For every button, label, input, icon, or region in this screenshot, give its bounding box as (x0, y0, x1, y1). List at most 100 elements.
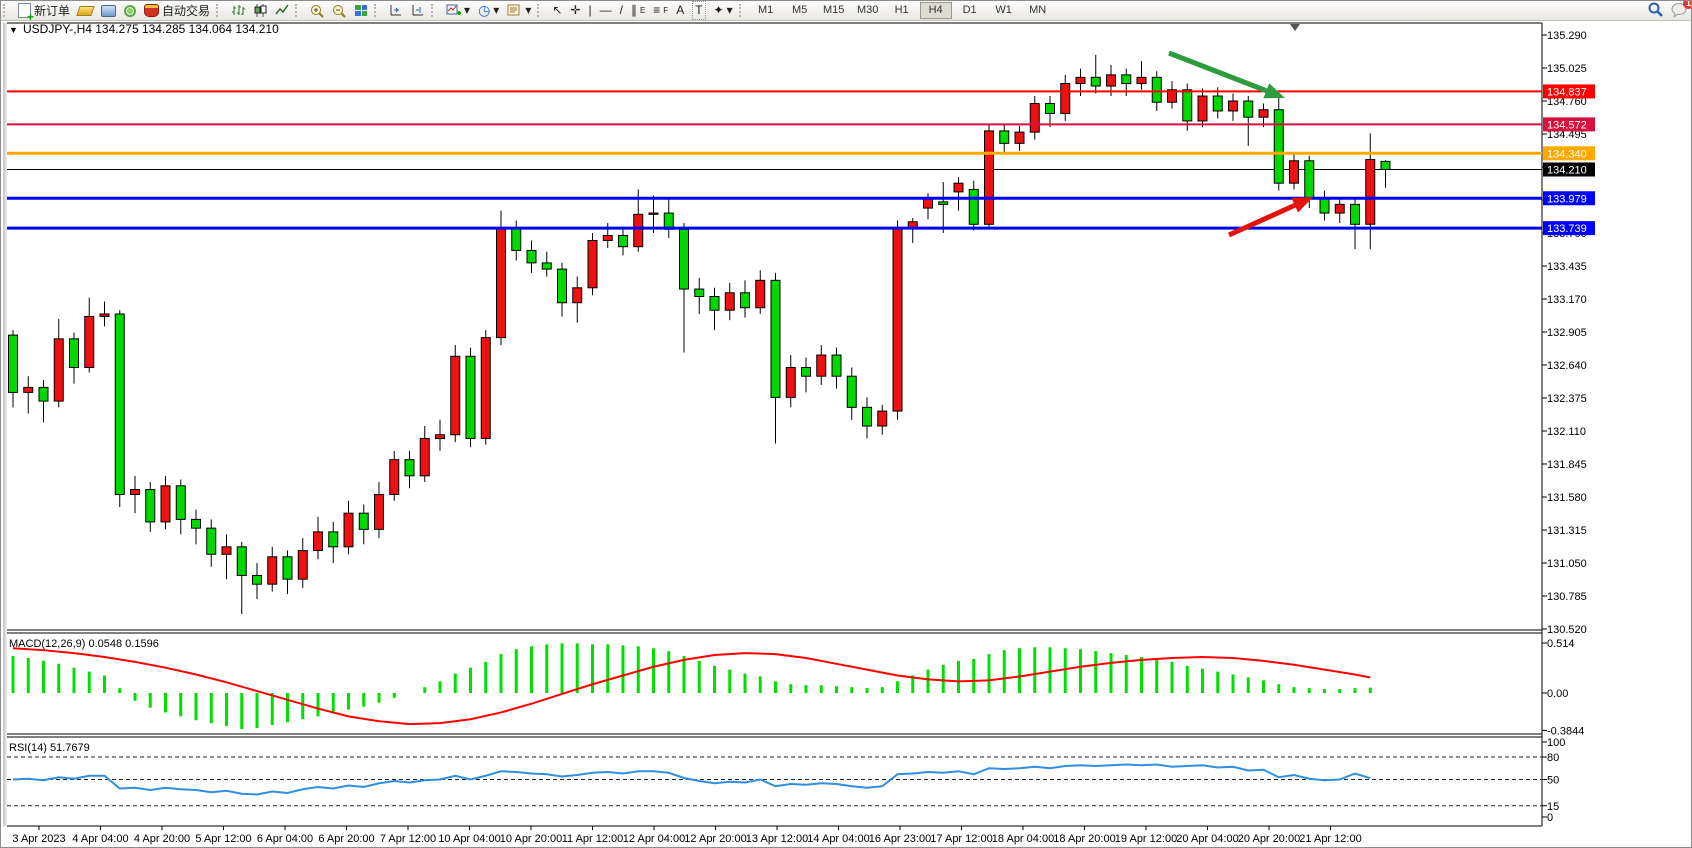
trendline-tool-button[interactable]: / (616, 2, 627, 19)
label-tool-button[interactable]: T (688, 1, 709, 20)
svg-text:131.315: 131.315 (1547, 525, 1587, 537)
text-tool-button[interactable]: A (672, 2, 688, 19)
channel-tool-button[interactable]: ∥ E (630, 3, 646, 17)
level-lines (7, 90, 1542, 230)
svg-text:132.110: 132.110 (1547, 426, 1586, 438)
zoom-out-button[interactable] (328, 2, 350, 19)
svg-text:134.837: 134.837 (1547, 86, 1587, 98)
tile-windows-icon (355, 5, 368, 16)
svg-text:133.739: 133.739 (1547, 223, 1587, 235)
horizontal-line-icon: — (599, 3, 612, 17)
timeframe-H1[interactable]: H1 (894, 4, 909, 16)
search-icon[interactable] (1648, 2, 1663, 18)
auto-trading-button[interactable]: 自动交易 (140, 2, 214, 19)
timeframe-M1[interactable]: M1 (758, 4, 774, 16)
text-tool-icon: A (676, 3, 685, 17)
rsi-pane: 100 80 50 150 RSI(14) 51.7679 (7, 737, 1565, 824)
timeframe-MN[interactable]: MN (1029, 4, 1047, 16)
crosshair-icon: ✛ (570, 3, 581, 17)
svg-text:10 Apr 20:00: 10 Apr 20:00 (500, 833, 562, 845)
svg-text:135.290: 135.290 (1547, 30, 1587, 42)
bar-chart-mode-button[interactable] (227, 2, 249, 19)
dropdown-arrow-icon: ▾ (464, 3, 471, 17)
svg-text:131.580: 131.580 (1547, 492, 1587, 504)
svg-text:50: 50 (1547, 775, 1559, 787)
toolbar-grip[interactable] (537, 4, 546, 17)
timeframe-bar: M1 M5 M15 M30 H1 H4 D1 W1 MN (750, 2, 1054, 19)
svg-text:0: 0 (1547, 812, 1553, 824)
notifications-button[interactable]: 1 (1671, 1, 1691, 18)
svg-text:18 Apr 20:00: 18 Apr 20:00 (1053, 833, 1115, 845)
chart-shift-marker (1290, 24, 1300, 31)
templates-button[interactable]: ▾ (503, 2, 535, 19)
zoom-in-button[interactable] (306, 2, 328, 19)
toolbar-grip[interactable] (738, 4, 748, 17)
toolbar-grip[interactable] (295, 4, 304, 17)
svg-text:4 Apr 04:00: 4 Apr 04:00 (72, 833, 128, 845)
timeframe-H4[interactable]: H4 (919, 2, 952, 19)
svg-text:12 Apr 20:00: 12 Apr 20:00 (684, 833, 746, 845)
fibonacci-icon: ≡ (653, 3, 661, 17)
candlestick-mode-button[interactable] (249, 2, 271, 19)
periods-button[interactable]: ◷ ▾ (474, 2, 503, 19)
shapes-tool-button[interactable]: ✦ ▾ (710, 2, 737, 19)
vertical-line-tool-button[interactable]: | (584, 2, 595, 19)
dropdown-arrow-icon: ▾ (525, 3, 532, 17)
shapes-icon: ✦ (713, 3, 724, 17)
templates-icon (507, 4, 520, 16)
chat-bubble-icon (1671, 3, 1687, 18)
toolbar-grip[interactable] (216, 4, 225, 17)
svg-text:11 Apr 12:00: 11 Apr 12:00 (562, 833, 624, 845)
svg-text:6 Apr 04:00: 6 Apr 04:00 (257, 833, 313, 845)
svg-text:135.025: 135.025 (1547, 63, 1587, 75)
auto-scroll-icon (390, 5, 402, 16)
dropdown-arrow-icon: ▾ (493, 3, 500, 17)
timeframe-M15[interactable]: M15 (822, 4, 845, 16)
crosshair-tool-button[interactable]: ✛ (566, 2, 584, 19)
line-chart-mode-button[interactable] (271, 2, 293, 19)
market-watch-button[interactable] (74, 2, 97, 19)
timeframe-W1[interactable]: W1 (995, 4, 1012, 16)
svg-text:19 Apr 12:00: 19 Apr 12:00 (1115, 833, 1177, 845)
svg-text:5 Apr 12:00: 5 Apr 12:00 (195, 833, 251, 845)
new-order-icon (18, 3, 34, 22)
timeframe-D1[interactable]: D1 (962, 4, 977, 16)
chart-shift-button[interactable] (407, 2, 429, 19)
svg-text:MACD(12,26,9) 0.0548 0.1596: MACD(12,26,9) 0.0548 0.1596 (9, 638, 159, 650)
toolbar-grip[interactable] (431, 4, 440, 17)
dropdown-arrow-icon: ▾ (726, 3, 733, 17)
svg-text:132.640: 132.640 (1547, 360, 1587, 372)
signal-icon (124, 4, 137, 17)
indicators-button[interactable]: ▾ (442, 2, 474, 19)
trendline-icon: / (619, 3, 623, 17)
red-up-arrow (1227, 197, 1313, 238)
svg-text:132.375: 132.375 (1547, 393, 1587, 405)
svg-text:10 Apr 04:00: 10 Apr 04:00 (438, 833, 500, 845)
svg-text:16 Apr 23:00: 16 Apr 23:00 (869, 833, 931, 845)
svg-text:134.495: 134.495 (1547, 129, 1587, 141)
timeframe-M30[interactable]: M30 (856, 4, 879, 16)
cursor-tool-button[interactable]: ↖ (548, 2, 566, 19)
toolbar-grip[interactable] (374, 4, 383, 17)
new-order-button[interactable]: 新订单 (14, 2, 74, 22)
auto-scroll-button[interactable] (385, 2, 407, 19)
notification-badge: 1 (1683, 1, 1691, 9)
svg-text:21 Apr 12:00: 21 Apr 12:00 (1299, 833, 1361, 845)
chart-shift-icon (412, 5, 424, 16)
horizontal-line-tool-button[interactable]: — (596, 2, 616, 19)
terminal-button[interactable] (97, 2, 120, 19)
svg-text:18 Apr 04:00: 18 Apr 04:00 (992, 833, 1054, 845)
tile-windows-button[interactable] (350, 2, 372, 19)
svg-text:0.00: 0.00 (1547, 688, 1568, 700)
gold-bar-icon (76, 5, 95, 16)
svg-text:17 Apr 12:00: 17 Apr 12:00 (930, 833, 992, 845)
pane-borders (1, 20, 1691, 847)
timeframe-M5[interactable]: M5 (792, 4, 808, 16)
toolbar-grip[interactable] (3, 4, 12, 17)
zoom-out-icon (333, 4, 346, 18)
cursor-icon: ↖ (552, 3, 563, 17)
fibonacci-tool-button[interactable]: ≡ F (653, 3, 669, 17)
signals-button[interactable] (120, 2, 140, 19)
